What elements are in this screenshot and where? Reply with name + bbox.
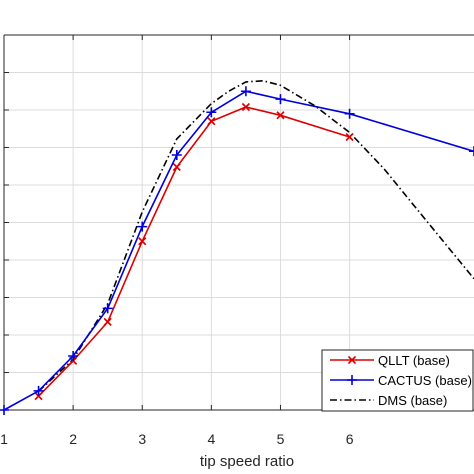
data-point-marker — [103, 317, 112, 326]
legend-marker — [347, 355, 357, 365]
data-point-marker — [0, 405, 9, 415]
x-tick-label: 6 — [346, 431, 354, 447]
series-2 — [38, 80, 474, 392]
data-point-marker — [68, 351, 79, 361]
tick-labels: 1 2 3 4 5 6 — [0, 431, 354, 447]
legend-label: DMS (base) — [378, 393, 447, 408]
data-point-marker — [137, 221, 148, 232]
data-point-marker — [275, 94, 286, 105]
data-point-marker — [34, 392, 43, 401]
data-point-marker — [276, 111, 285, 120]
data-point-marker — [207, 117, 216, 126]
x-tick-label: 2 — [69, 431, 77, 447]
data-point-marker — [345, 132, 354, 142]
legend-label: QLLT (base) — [378, 353, 450, 368]
x-tick-label: 4 — [207, 431, 215, 447]
legend: QLLT (base) CACTUS (base) DMS (base) — [321, 349, 474, 412]
data-point-marker — [344, 108, 355, 119]
x-tick-label: 5 — [277, 431, 285, 447]
data-point-marker — [206, 107, 217, 118]
series-line — [38, 80, 474, 392]
legend-entries: QLLT (base) CACTUS (base) DMS (base) — [330, 353, 472, 408]
series-1 — [0, 86, 474, 415]
series-layer — [0, 80, 474, 415]
series-0 — [34, 102, 354, 401]
data-point-marker — [172, 162, 181, 172]
x-tick-label: 3 — [138, 431, 146, 447]
data-point-marker — [102, 303, 113, 314]
data-point-marker — [469, 146, 474, 157]
x-axis-label: tip speed ratio — [200, 453, 294, 470]
data-point-marker — [241, 102, 250, 112]
data-point-marker — [240, 86, 251, 97]
data-point-marker — [171, 150, 182, 160]
data-point-marker — [33, 385, 44, 396]
legend-label: CACTUS (base) — [378, 373, 472, 388]
data-point-marker — [138, 237, 147, 246]
legend-marker — [347, 375, 357, 385]
x-tick-label: 1 — [0, 431, 8, 447]
